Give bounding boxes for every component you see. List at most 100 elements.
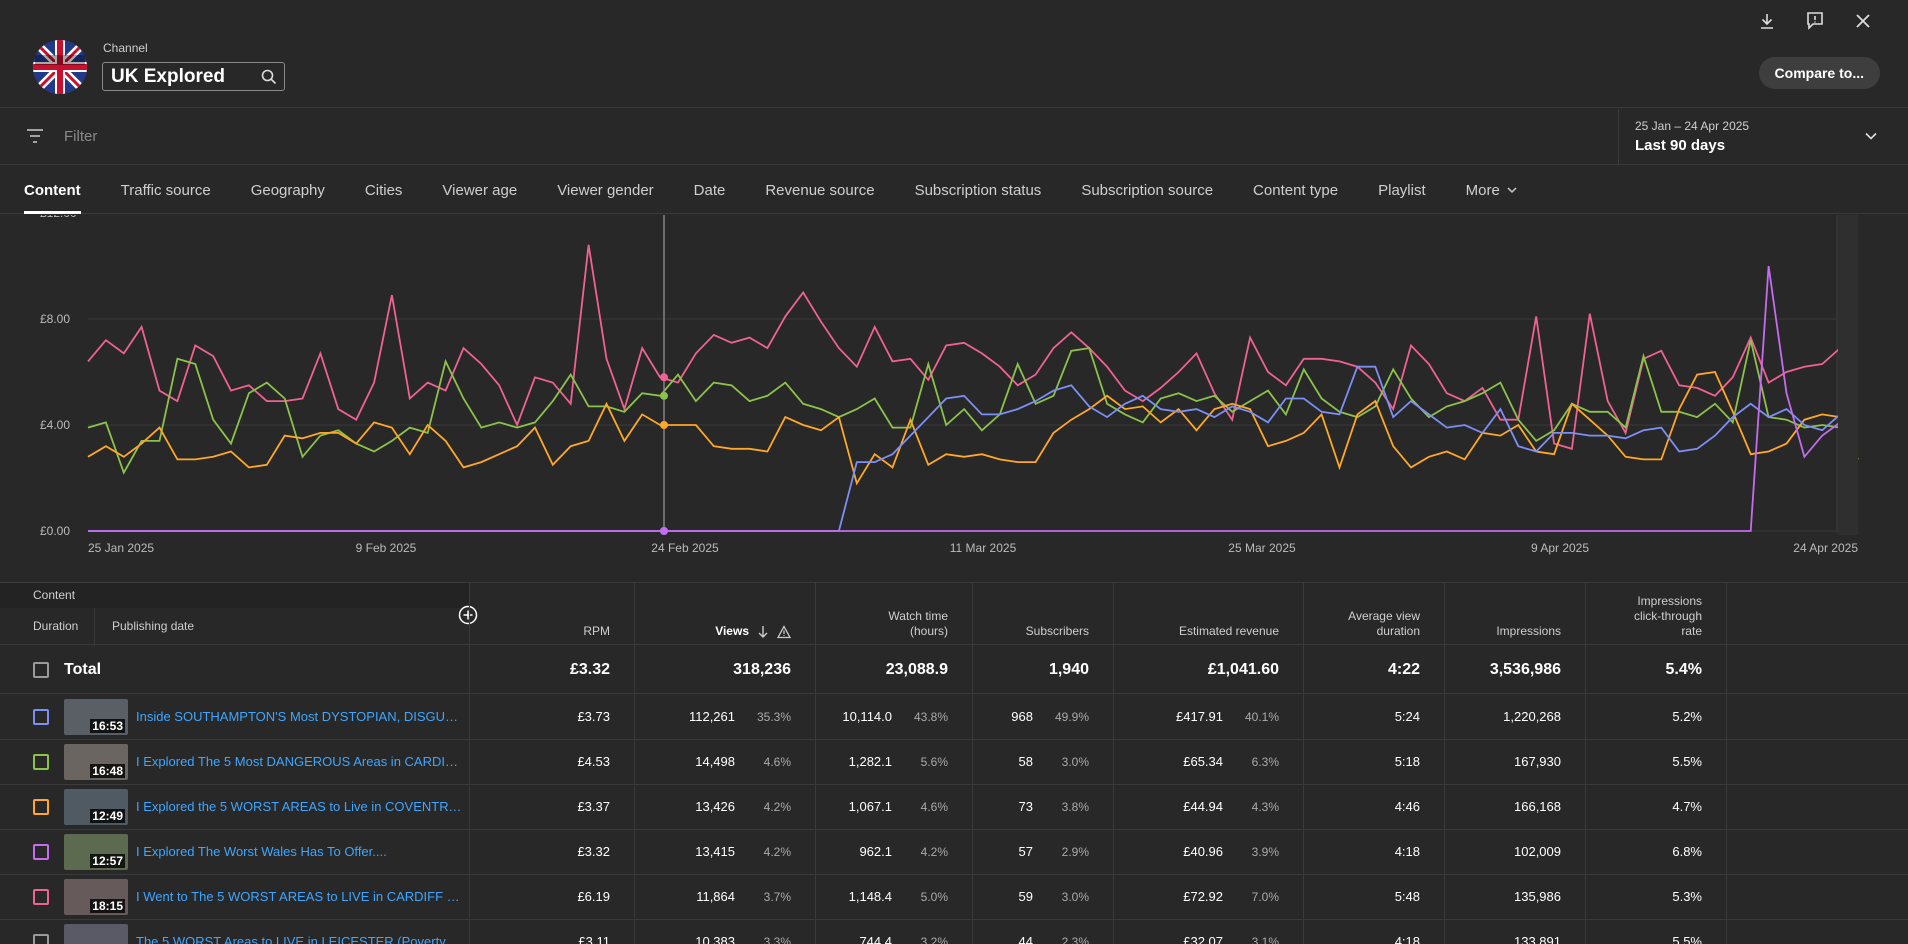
video-thumbnail[interactable]: 16:48 <box>64 744 128 780</box>
cell-percentage: 2.9% <box>1061 845 1089 859</box>
video-title-link[interactable]: I Went to The 5 WORST AREAS to LIVE in C… <box>136 889 462 904</box>
video-title-link[interactable]: The 5 WORST Areas to LIVE in LEICESTER (… <box>136 934 462 944</box>
video-thumbnail[interactable]: 16:53 <box>64 699 128 735</box>
series-line-1[interactable] <box>87 244 1858 450</box>
series-line-5[interactable] <box>88 265 1858 532</box>
compare-button[interactable]: Compare to... <box>1758 57 1880 89</box>
cell-views: 13,415 <box>695 844 735 859</box>
tab-viewer-age[interactable]: Viewer age <box>442 166 517 214</box>
column-publishing-date[interactable]: Publishing date <box>112 619 195 633</box>
row-checkbox[interactable] <box>33 799 49 815</box>
total-avg_duration: 4:22 <box>1387 661 1420 678</box>
cell-watch_time: 744.4 <box>859 934 892 944</box>
search-icon[interactable] <box>254 63 284 91</box>
row-checkbox[interactable] <box>33 709 49 725</box>
total-rpm: £3.32 <box>569 661 610 678</box>
video-title-link[interactable]: I Explored The 5 Most DANGEROUS Areas in… <box>136 754 462 769</box>
cell-percentage: 4.3% <box>1251 800 1279 814</box>
cell-percentage: 49.9% <box>1054 710 1089 724</box>
table-row[interactable]: 16:48 I Explored The 5 Most DANGEROUS Are… <box>0 740 1908 785</box>
cell-percentage: 6.3% <box>1251 755 1279 769</box>
cell-percentage: 3.2% <box>920 935 948 944</box>
cell-revenue: £417.91 <box>1176 709 1223 724</box>
channel-selector[interactable]: UK Explored <box>102 62 285 91</box>
cell-rpm: £3.73 <box>577 709 610 724</box>
column-impressions[interactable]: Impressions <box>1444 582 1585 645</box>
cell-ctr: 5.3% <box>1672 889 1702 904</box>
tab-date[interactable]: Date <box>694 166 726 214</box>
tab-playlist[interactable]: Playlist <box>1378 166 1426 214</box>
cell-ctr: 5.5% <box>1672 934 1702 944</box>
tab-subscription-status[interactable]: Subscription status <box>915 166 1042 214</box>
column-avg-duration[interactable]: Average view duration <box>1303 582 1444 645</box>
column-rpm[interactable]: RPM <box>469 582 634 645</box>
table-row[interactable]: 10:52 The 5 WORST Areas to LIVE in LEICES… <box>0 920 1908 944</box>
tab-label: Content type <box>1253 181 1339 199</box>
column-views[interactable]: Views <box>634 582 815 645</box>
table-row[interactable]: 12:49 I Explored the 5 WORST AREAS to Liv… <box>0 785 1908 830</box>
tab-viewer-gender[interactable]: Viewer gender <box>557 166 653 214</box>
filter-icon[interactable] <box>26 127 44 150</box>
feedback-icon[interactable] <box>1802 8 1828 34</box>
cell-revenue: £72.92 <box>1183 889 1223 904</box>
video-title-link[interactable]: Inside SOUTHAMPTON'S Most DYSTOPIAN, DIS… <box>136 709 462 724</box>
cell-ctr: 5.2% <box>1672 709 1702 724</box>
x-tick-label: 25 Mar 2025 <box>1228 541 1296 555</box>
tab-revenue-source[interactable]: Revenue source <box>765 166 874 214</box>
download-icon[interactable] <box>1754 8 1780 34</box>
video-thumbnail[interactable]: 18:15 <box>64 879 128 915</box>
tab-cities[interactable]: Cities <box>365 166 403 214</box>
tab-content-type[interactable]: Content type <box>1253 166 1338 214</box>
column-duration[interactable]: Duration <box>0 608 95 646</box>
series-line-3[interactable] <box>87 371 1858 486</box>
video-thumbnail[interactable]: 10:52 <box>64 924 128 944</box>
cell-percentage: 4.2% <box>763 845 791 859</box>
dimension-tabs: Content Traffic source Geography Cities View… <box>0 166 1908 214</box>
hover-point <box>660 527 668 535</box>
column-divider <box>1303 582 1304 944</box>
add-column-icon[interactable] <box>458 605 478 625</box>
video-title-link[interactable]: I Explored The Worst Wales Has To Offer.… <box>136 844 387 859</box>
table-row[interactable]: 16:53 Inside SOUTHAMPTON'S Most DYSTOPIAN… <box>0 695 1908 740</box>
column-divider <box>469 582 470 944</box>
video-title-link[interactable]: I Explored the 5 WORST AREAS to Live in … <box>136 799 462 814</box>
close-icon[interactable] <box>1850 8 1876 34</box>
chart-scrollbar[interactable] <box>1838 215 1858 535</box>
row-checkbox[interactable] <box>33 844 49 860</box>
cell-percentage: 3.0% <box>1061 890 1089 904</box>
warning-icon[interactable] <box>777 625 791 639</box>
cell-revenue: £44.94 <box>1183 799 1223 814</box>
series-line-4[interactable] <box>88 365 1859 532</box>
table-row[interactable]: 12:57 I Explored The Worst Wales Has To O… <box>0 830 1908 875</box>
filter-input[interactable]: Filter <box>64 128 98 145</box>
column-revenue[interactable]: Estimated revenue <box>1113 582 1303 645</box>
cell-revenue: £65.34 <box>1183 754 1223 769</box>
row-checkbox[interactable] <box>33 754 49 770</box>
tab-subscription-source[interactable]: Subscription source <box>1081 166 1213 214</box>
video-thumbnail[interactable]: 12:57 <box>64 834 128 870</box>
cell-rpm: £4.53 <box>577 754 610 769</box>
video-thumbnail[interactable]: 12:49 <box>64 789 128 825</box>
video-duration: 18:15 <box>90 899 125 913</box>
total-revenue: £1,041.60 <box>1207 661 1279 678</box>
tab-label: Playlist <box>1378 181 1426 199</box>
tab-content[interactable]: Content <box>24 166 81 214</box>
total-watch_time: 23,088.9 <box>885 661 948 678</box>
series-line-2[interactable] <box>87 339 1859 475</box>
table-row[interactable]: 18:15 I Went to The 5 WORST AREAS to LIVE… <box>0 875 1908 920</box>
tab-traffic-source[interactable]: Traffic source <box>121 166 211 214</box>
cell-rpm: £3.32 <box>577 844 610 859</box>
column-divider <box>1444 582 1445 944</box>
row-checkbox[interactable] <box>33 889 49 905</box>
column-ctr[interactable]: Impressions click-through rate <box>1585 582 1726 645</box>
column-watch-time[interactable]: Watch time (hours) <box>815 582 972 645</box>
select-all-checkbox[interactable] <box>33 662 49 678</box>
column-label: Average view duration <box>1348 609 1420 638</box>
date-range-selector[interactable]: 25 Jan – 24 Apr 2025 Last 90 days <box>1618 109 1908 165</box>
column-subscribers[interactable]: Subscribers <box>972 582 1113 645</box>
row-checkbox[interactable] <box>33 934 49 944</box>
sort-down-icon[interactable] <box>757 625 769 639</box>
tab-more[interactable]: More <box>1466 166 1518 214</box>
tab-geography[interactable]: Geography <box>251 166 325 214</box>
cell-ctr: 5.5% <box>1672 754 1702 769</box>
